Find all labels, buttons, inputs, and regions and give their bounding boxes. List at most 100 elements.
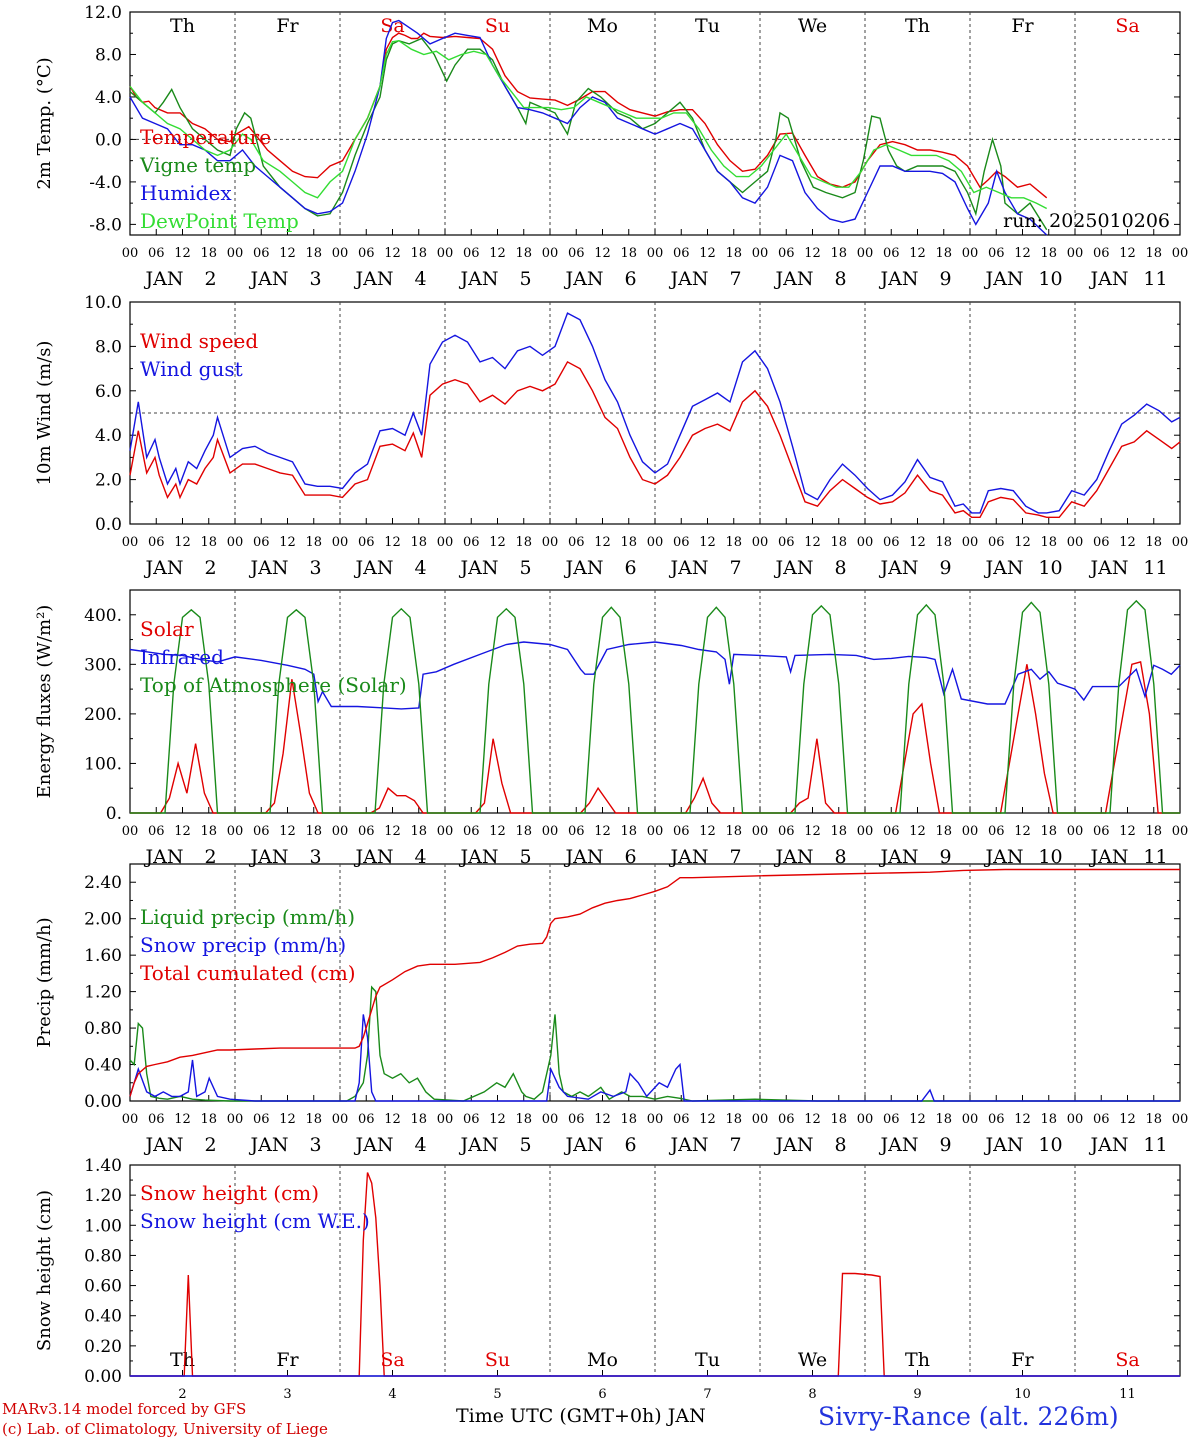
x-tick-label: 18: [410, 535, 427, 550]
x-tick-label: 06: [883, 246, 900, 261]
y-tick-label: 8.0: [95, 45, 122, 65]
y-axis-label: Energy fluxes (W/m²): [34, 605, 55, 799]
x-tick-label: 00: [332, 1112, 349, 1127]
x-month-label: JAN: [354, 1134, 394, 1156]
x-tick-label: 18: [725, 824, 742, 839]
legend-entry: DewPoint Temp: [140, 209, 299, 233]
x-tick-label: 12: [804, 535, 821, 550]
x-day-label: 5: [519, 846, 531, 868]
x-day-label: 6: [624, 557, 636, 579]
x-tick-label: 12: [489, 824, 506, 839]
x-month-label: JAN: [564, 1134, 604, 1156]
x-tick-label: 18: [1040, 824, 1057, 839]
x-tick-label: 00: [1067, 1112, 1084, 1127]
x-tick-label: 00: [647, 246, 664, 261]
x-tick-label: 06: [463, 535, 480, 550]
x-tick-label: 06: [1093, 1112, 1110, 1127]
x-tick-label: 18: [935, 535, 952, 550]
weekday-label: Su: [485, 15, 510, 37]
x-day-label: 4: [414, 1134, 426, 1156]
y-tick-label: 1.60: [84, 946, 122, 966]
x-tick-label: 06: [463, 824, 480, 839]
x-tick-label: 06: [673, 1112, 690, 1127]
series-line-total-cumulated-cm: [129, 868, 1180, 1097]
x-tick-label: 18: [620, 824, 637, 839]
weekday-label: Fr: [1011, 1349, 1034, 1371]
x-tick-label: 00: [227, 246, 244, 261]
x-day-label: 10: [1014, 1387, 1031, 1402]
x-day-label: 2: [204, 557, 216, 579]
x-tick-label: 12: [909, 824, 926, 839]
x-month-label: JAN: [354, 557, 394, 579]
x-tick-label: 18: [200, 1112, 217, 1127]
x-day-label: 7: [729, 846, 741, 868]
x-day-label: 8: [834, 846, 846, 868]
x-tick-label: 00: [332, 246, 349, 261]
x-tick-label: 18: [305, 1112, 322, 1127]
x-tick-label: 06: [253, 246, 270, 261]
x-tick-label: 06: [148, 824, 165, 839]
series-line-dewpoint-temp: [129, 39, 1048, 210]
x-day-label: 8: [834, 1134, 846, 1156]
x-month-label: JAN: [669, 557, 709, 579]
x-day-label: 8: [834, 268, 846, 290]
x-tick-label: 00: [1067, 824, 1084, 839]
x-day-label: 7: [729, 268, 741, 290]
series-line-humidex: [129, 19, 1048, 236]
series-line-snow-height-cm: [130, 1172, 1180, 1377]
x-tick-label: 00: [122, 246, 139, 261]
x-tick-label: 00: [1172, 824, 1189, 839]
x-tick-label: 18: [935, 1112, 952, 1127]
x-month-label: JAN: [669, 1134, 709, 1156]
y-tick-label: 0.0: [95, 515, 122, 535]
weekday-label: Tu: [695, 15, 720, 37]
x-tick-label: 06: [253, 1112, 270, 1127]
x-tick-label: 06: [1093, 246, 1110, 261]
x-day-label: 11: [1143, 1134, 1167, 1156]
x-tick-label: 18: [725, 535, 742, 550]
weekday-label: Fr: [276, 15, 299, 37]
panel-4: 0.00 0.40 0.80 1.20 1.60 2.00 2.40 Precip (mm/h…: [34, 863, 1188, 1156]
x-tick-label: 12: [804, 246, 821, 261]
x-tick-label: 06: [358, 1112, 375, 1127]
y-tick-label: 0.60: [84, 1277, 122, 1297]
x-month-label: JAN: [1089, 846, 1129, 868]
x-day-label: 9: [939, 1134, 951, 1156]
x-month-label: JAN: [879, 557, 919, 579]
x-month-label: JAN: [249, 1134, 289, 1156]
y-axis-label: Snow height (cm): [34, 1190, 55, 1351]
x-tick-label: 00: [857, 246, 874, 261]
y-tick-label: 4.0: [95, 88, 122, 108]
x-tick-label: 18: [1040, 246, 1057, 261]
x-tick-label: 18: [410, 1112, 427, 1127]
x-tick-label: 12: [594, 1112, 611, 1127]
x-tick-label: 00: [542, 535, 559, 550]
x-day-label: 10: [1038, 846, 1062, 868]
x-tick-label: 18: [830, 246, 847, 261]
x-month-label: JAN: [1089, 1134, 1129, 1156]
x-tick-label: 00: [122, 1112, 139, 1127]
x-day-label: 9: [939, 557, 951, 579]
x-tick-label: 18: [410, 246, 427, 261]
x-tick-label: 06: [568, 1112, 585, 1127]
x-tick-label: 18: [200, 246, 217, 261]
x-tick-label: 18: [725, 246, 742, 261]
x-tick-label: 12: [909, 246, 926, 261]
x-day-label: 9: [939, 268, 951, 290]
y-tick-label: 0.00: [84, 1367, 122, 1387]
x-tick-label: 00: [962, 824, 979, 839]
legend-entry: Infrared: [140, 645, 224, 669]
x-tick-label: 18: [1145, 824, 1162, 839]
x-tick-label: 12: [699, 246, 716, 261]
series-line-wind-gust: [129, 312, 1181, 514]
x-tick-label: 18: [620, 246, 637, 261]
x-tick-label: 06: [883, 824, 900, 839]
x-tick-label: 12: [699, 824, 716, 839]
legend-entry: Solar: [140, 617, 194, 641]
series-line-infrared: [129, 641, 1181, 710]
x-month-label: JAN: [1089, 268, 1129, 290]
y-tick-label: 0.: [106, 804, 122, 824]
x-tick-label: 06: [1093, 535, 1110, 550]
x-tick-label: 06: [778, 535, 795, 550]
x-tick-label: 18: [515, 1112, 532, 1127]
